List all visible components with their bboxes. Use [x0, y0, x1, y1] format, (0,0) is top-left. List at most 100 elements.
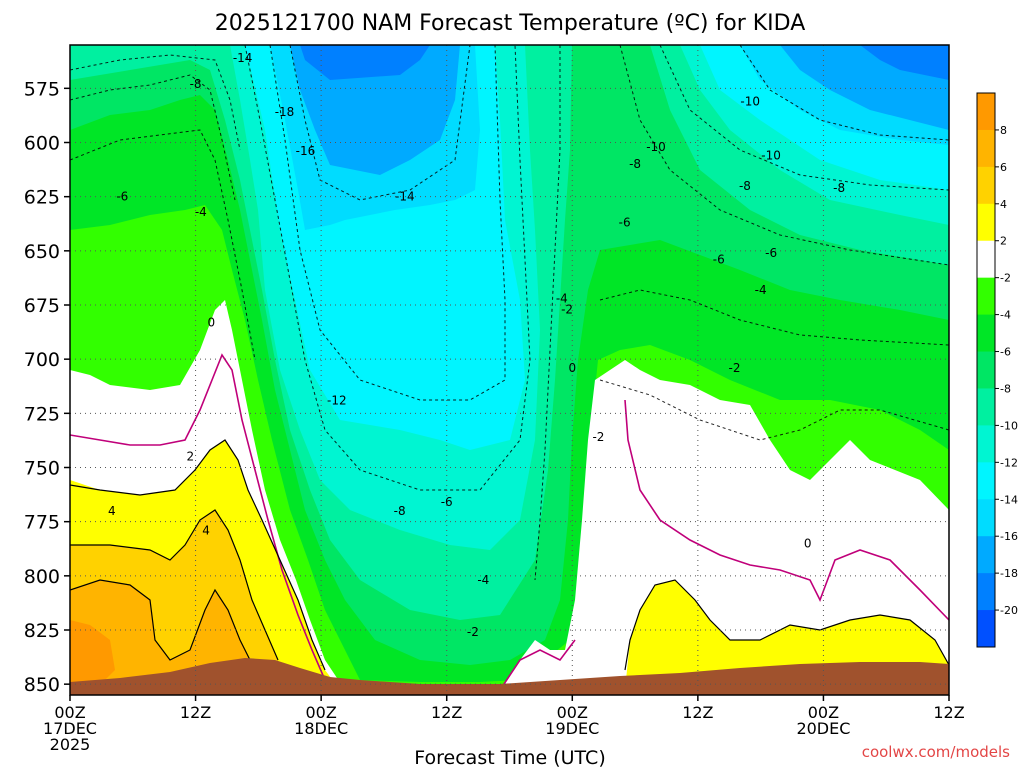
- contour-label: -6: [619, 216, 631, 230]
- solid-contours: [70, 439, 949, 671]
- colorbar-label: 8: [1000, 124, 1007, 137]
- colorbar-label: -20: [1000, 604, 1018, 617]
- y-tick-label: 625: [24, 187, 60, 209]
- colorbar-label: 2: [1000, 235, 1007, 248]
- colorbar-swatch: [977, 240, 995, 279]
- contour-label: -8: [190, 77, 202, 91]
- x-tick-label: 00Z: [808, 703, 839, 722]
- colorbar-swatch: [977, 610, 995, 648]
- x-tick-label: 00Z: [54, 703, 85, 722]
- zero-contour-east2: [624, 399, 949, 621]
- y-tick-label: 650: [24, 241, 60, 263]
- chart-title: 2025121700 NAM Forecast Temperature (ºC)…: [215, 11, 806, 36]
- contour-label: -8: [739, 179, 751, 193]
- colorbar-swatch: [977, 351, 995, 389]
- x-tick-label: 12Z: [682, 703, 713, 722]
- x-tick-label: 18DEC: [294, 719, 348, 738]
- contour-label: -4: [477, 573, 489, 587]
- y-tick-label: 850: [24, 674, 60, 696]
- contour-label: -2: [592, 430, 604, 444]
- colorbar-label: -8: [1000, 382, 1011, 395]
- x-tick-label: 00Z: [305, 703, 336, 722]
- colorbar-swatch: [977, 277, 995, 316]
- contour-label: -14: [395, 190, 415, 204]
- zero-contour: [70, 353, 326, 681]
- contour-label: -4: [556, 292, 568, 306]
- contour-label: -10: [761, 149, 781, 163]
- contour-labels: -14 -8 -18 -16 -10 -10 -10 -8 -8 -8 -6 -4 -14 -6 -6 -6 -…: [108, 51, 845, 639]
- colorbar-label: -2: [1000, 272, 1011, 285]
- contour-label: -14: [233, 51, 253, 65]
- colorbar-label: -6: [1000, 346, 1011, 359]
- contour-label: -10: [646, 140, 666, 154]
- x-tick-label: 2025: [50, 735, 91, 754]
- x-tick-label: 12Z: [431, 703, 462, 722]
- x-tick-label: 20DEC: [796, 719, 850, 738]
- colorbar-swatch: [977, 388, 995, 426]
- contour-label: -6: [765, 246, 777, 260]
- colorbar-label: 6: [1000, 161, 1007, 174]
- terrain: [70, 658, 949, 695]
- colorbar-label: -4: [1000, 309, 1011, 322]
- colorbar-swatch: [977, 203, 995, 242]
- contour-label: -2: [561, 302, 573, 316]
- colorbar-swatch: [977, 166, 995, 205]
- contour-label: 4: [108, 504, 116, 518]
- contour-label: -16: [296, 144, 316, 158]
- y-tick-label: 825: [24, 620, 60, 642]
- contour-label: -6: [441, 495, 453, 509]
- x-tick-label: 17DEC: [43, 719, 97, 738]
- contour-label: -18: [275, 105, 295, 119]
- contour-label: 0: [568, 361, 576, 375]
- colorbar-swatch: [977, 499, 995, 537]
- contour-lines: [70, 45, 949, 581]
- colorbar-swatch: [977, 536, 995, 574]
- colorbar-swatch: [977, 314, 995, 353]
- y-tick-label: 700: [24, 349, 60, 371]
- y-tick-label: 575: [24, 78, 60, 100]
- colorbar-label: -16: [1000, 530, 1018, 543]
- contour-label: -8: [629, 157, 641, 171]
- colorbar-swatch: [977, 129, 995, 168]
- y-tick-label: 725: [24, 403, 60, 425]
- colorbar-swatch: [977, 425, 995, 463]
- contour-label: -8: [833, 181, 845, 195]
- colorbar-frame: [976, 92, 996, 648]
- y-tick-label: 675: [24, 295, 60, 317]
- x-tick-label: 00Z: [557, 703, 588, 722]
- x-tick-label: 19DEC: [545, 719, 599, 738]
- contour-label: 4: [202, 523, 210, 537]
- credit-text: coolwx.com/models: [862, 743, 1010, 761]
- contour-label: -12: [327, 393, 347, 407]
- colorbar-label: -10: [1000, 419, 1018, 432]
- contour-label: -6: [116, 190, 128, 204]
- plot-frame: [69, 44, 950, 696]
- y-tick-label: 600: [24, 133, 60, 155]
- contour-label: -10: [740, 94, 760, 108]
- contour-label: 0: [207, 315, 215, 329]
- zero-contour-east: [499, 639, 576, 691]
- y-tick-label: 750: [24, 458, 60, 480]
- colorbar-label: -14: [1000, 493, 1018, 506]
- contour-label: -8: [394, 504, 406, 518]
- contour-label: -2: [467, 625, 479, 639]
- colorbar-swatch: [977, 93, 995, 131]
- x-axis-title: Forecast Time (UTC): [414, 747, 605, 768]
- contour-label: -6: [713, 253, 725, 267]
- colorbar-label: -12: [1000, 456, 1018, 469]
- contour-label: -2: [728, 361, 740, 375]
- band-plus-8: [70, 620, 115, 688]
- y-tick-label: 775: [24, 512, 60, 534]
- colorbar-label: 4: [1000, 198, 1007, 211]
- colorbar-swatch: [977, 573, 995, 611]
- x-tick-label: 12Z: [180, 703, 211, 722]
- colorbar-swatch: [977, 462, 995, 500]
- contour-label: 0: [804, 536, 812, 550]
- colorbar: 8 6 4 2 -2 -4 -6 -8 -10 -12 -14 -16 -18 -20: [976, 92, 1018, 648]
- colorbar-label: -18: [1000, 567, 1018, 580]
- temperature-field: [70, 45, 949, 695]
- y-axis: 575 600 625 650 675 700 725 750 775 800 825 850: [24, 78, 70, 696]
- y-tick-label: 800: [24, 566, 60, 588]
- contour-label: 2: [187, 450, 195, 464]
